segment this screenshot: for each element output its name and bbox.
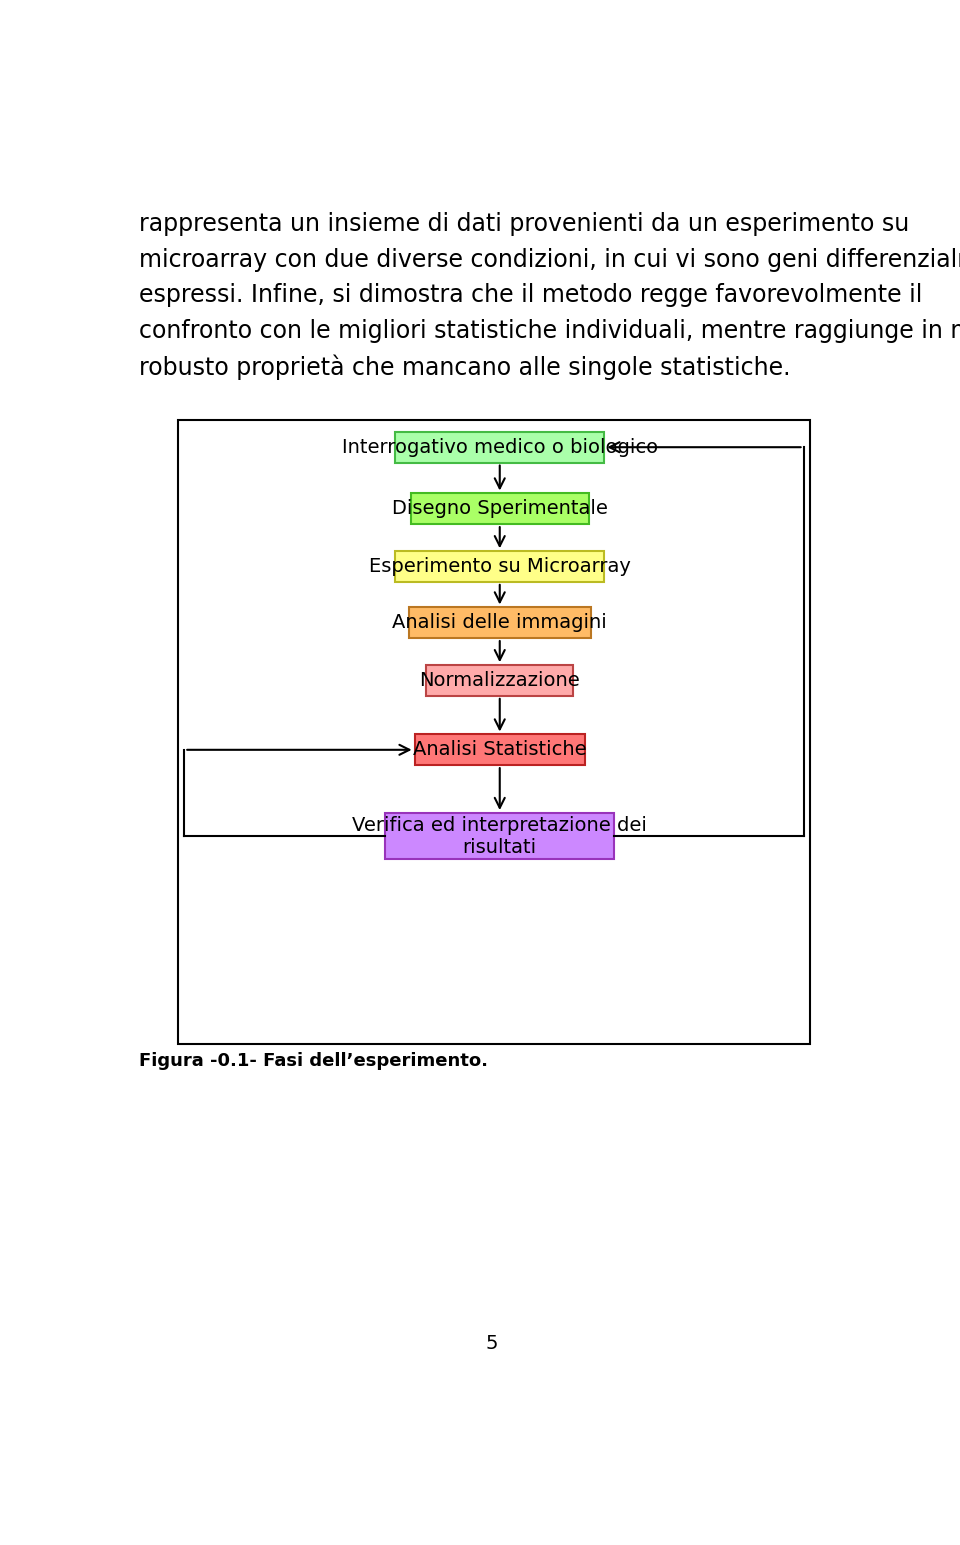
Bar (396, 431, 605, 462)
Bar (426, 664, 573, 695)
Text: Verifica ed interpretazione dei
risultati: Verifica ed interpretazione dei risultat… (352, 816, 647, 856)
Text: Normalizzazione: Normalizzazione (420, 671, 580, 691)
Bar (385, 813, 614, 859)
Text: confronto con le migliori statistiche individuali, mentre raggiunge in modo: confronto con le migliori statistiche in… (139, 318, 960, 343)
Text: Disegno Sperimentale: Disegno Sperimentale (392, 499, 608, 518)
Bar (396, 552, 605, 582)
Bar (415, 734, 585, 765)
Text: 5: 5 (486, 1335, 498, 1353)
Text: microarray con due diverse condizioni, in cui vi sono geni differenzialmente: microarray con due diverse condizioni, i… (139, 247, 960, 272)
Text: rappresenta un insieme di dati provenienti da un esperimento su: rappresenta un insieme di dati provenien… (139, 212, 910, 236)
Bar (409, 607, 590, 638)
Text: Analisi delle immagini: Analisi delle immagini (393, 613, 607, 632)
Text: Analisi Statistiche: Analisi Statistiche (413, 740, 587, 759)
Bar (179, 420, 809, 1044)
Bar (411, 493, 588, 524)
Text: Interrogativo medico o biologico: Interrogativo medico o biologico (342, 437, 658, 457)
Text: Figura -0.1- Fasi dell’esperimento.: Figura -0.1- Fasi dell’esperimento. (139, 1052, 489, 1069)
Text: robusto proprietà che mancano alle singole statistiche.: robusto proprietà che mancano alle singo… (139, 354, 791, 380)
Text: Esperimento su Microarray: Esperimento su Microarray (369, 558, 631, 576)
Text: espressi. Infine, si dimostra che il metodo regge favorevolmente il: espressi. Infine, si dimostra che il met… (139, 283, 923, 307)
